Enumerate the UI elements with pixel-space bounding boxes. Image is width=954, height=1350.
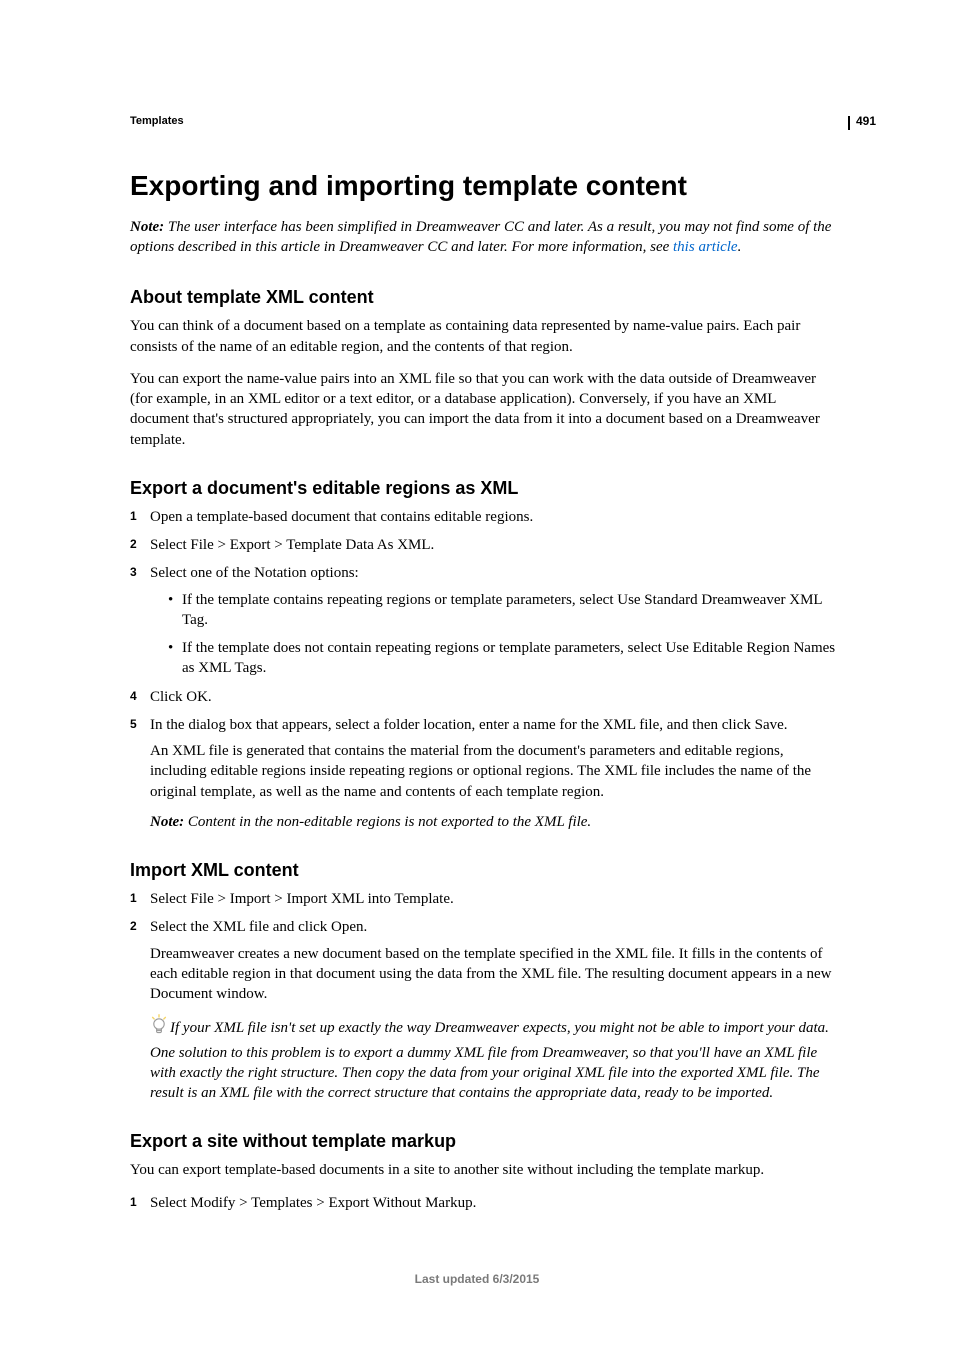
page-footer: Last updated 6/3/2015 xyxy=(0,1272,954,1286)
import-step2-para: Dreamweaver creates a new document based… xyxy=(150,944,836,1005)
step-text: Click OK. xyxy=(150,689,212,705)
step5-para: An XML file is generated that contains t… xyxy=(150,741,836,802)
section-import-xml: Import XML content Select File > Import … xyxy=(130,860,836,1103)
bullet-text: If the template does not contain repeati… xyxy=(182,640,835,676)
step3-bullets: If the template contains repeating regio… xyxy=(150,590,836,679)
heading-export-site: Export a site without template markup xyxy=(130,1131,836,1152)
step-item: Select File > Export > Template Data As … xyxy=(130,535,836,555)
lightbulb-icon xyxy=(150,1014,168,1042)
page-number-rule xyxy=(848,116,850,130)
step-text: In the dialog box that appears, select a… xyxy=(150,717,788,733)
step5-note: Note: Content in the non-editable region… xyxy=(150,812,836,832)
note-label: Note: xyxy=(150,814,184,830)
step-item: Open a template-based document that cont… xyxy=(130,507,836,527)
step-item: Select File > Import > Import XML into T… xyxy=(130,889,836,909)
bullet-item: If the template contains repeating regio… xyxy=(168,590,836,631)
section-export-regions: Export a document's editable regions as … xyxy=(130,478,836,832)
step-text: Select File > Import > Import XML into T… xyxy=(150,891,454,907)
step-text: Select Modify > Templates > Export Witho… xyxy=(150,1195,476,1211)
section-about: About template XML content You can think… xyxy=(130,287,836,450)
section-export-site: Export a site without template markup Yo… xyxy=(130,1131,836,1213)
heading-export-regions: Export a document's editable regions as … xyxy=(130,478,836,499)
step-item: Select the XML file and click Open. Drea… xyxy=(130,917,836,1103)
step-item: Select one of the Notation options: If t… xyxy=(130,563,836,678)
heading-about: About template XML content xyxy=(130,287,836,308)
bullet-item: If the template does not contain repeati… xyxy=(168,638,836,679)
heading-import-xml: Import XML content xyxy=(130,860,836,881)
about-para-1: You can think of a document based on a t… xyxy=(130,316,836,357)
step-item: Select Modify > Templates > Export Witho… xyxy=(130,1193,836,1213)
about-para-2: You can export the name-value pairs into… xyxy=(130,369,836,450)
step-text: Select the XML file and click Open. xyxy=(150,919,367,935)
step-item: Click OK. xyxy=(130,687,836,707)
import-step2-tip: If your XML file isn't set up exactly th… xyxy=(150,1014,836,1103)
intro-note-text-after: . xyxy=(738,239,742,255)
step-text: Open a template-based document that cont… xyxy=(150,509,533,525)
running-head: Templates xyxy=(130,115,836,127)
page-title: Exporting and importing template content xyxy=(130,171,836,202)
bullet-text: If the template contains repeating regio… xyxy=(182,592,822,628)
step-text: Select one of the Notation options: xyxy=(150,565,359,581)
export-site-para: You can export template-based documents … xyxy=(130,1160,836,1180)
page: 491 Templates Exporting and importing te… xyxy=(0,0,954,1350)
step-text: Select File > Export > Template Data As … xyxy=(150,537,434,553)
intro-note-link[interactable]: this article xyxy=(673,239,738,255)
export-regions-steps: Open a template-based document that cont… xyxy=(130,507,836,832)
export-site-steps: Select Modify > Templates > Export Witho… xyxy=(130,1193,836,1213)
note-label: Note: xyxy=(130,219,164,235)
page-number: 491 xyxy=(856,114,876,128)
intro-note: Note: The user interface has been simpli… xyxy=(130,217,836,258)
step-item: In the dialog box that appears, select a… xyxy=(130,715,836,832)
tip-text: If your XML file isn't set up exactly th… xyxy=(150,1020,829,1101)
import-xml-steps: Select File > Import > Import XML into T… xyxy=(130,889,836,1103)
note-text: Content in the non-editable regions is n… xyxy=(188,814,591,830)
